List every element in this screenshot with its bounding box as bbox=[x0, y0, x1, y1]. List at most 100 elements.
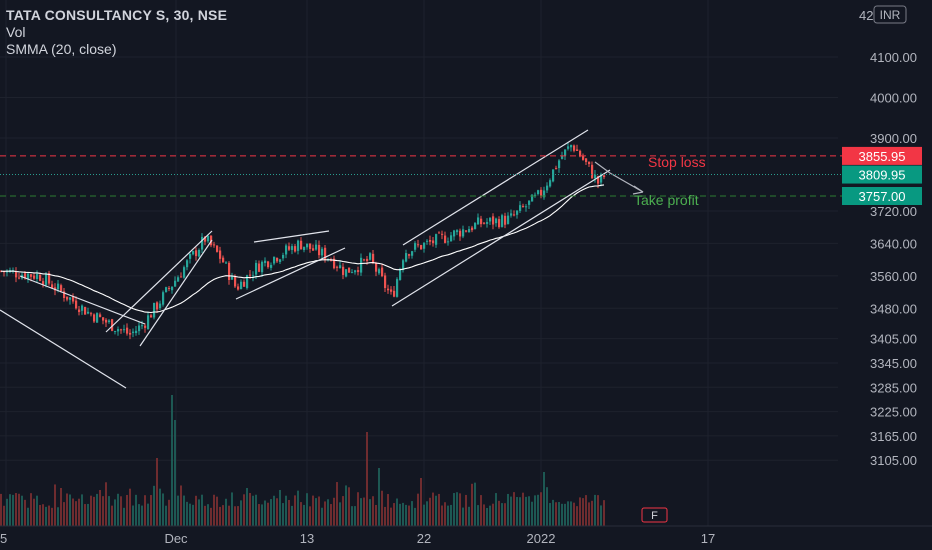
volume-bar bbox=[414, 507, 416, 526]
volume-bar bbox=[198, 499, 200, 526]
candle-body bbox=[51, 284, 54, 289]
candle-body bbox=[504, 215, 507, 225]
candle-body bbox=[105, 319, 108, 323]
candle-body bbox=[102, 317, 105, 321]
candle-body bbox=[483, 222, 486, 224]
candle-body bbox=[69, 297, 72, 300]
candle-body bbox=[465, 230, 468, 232]
volume-indicator-label[interactable]: Vol bbox=[6, 24, 26, 40]
volume-bar bbox=[51, 507, 53, 526]
volume-bar bbox=[105, 482, 107, 526]
candle-body bbox=[543, 190, 546, 198]
volume-bar bbox=[552, 499, 554, 526]
volume-bar bbox=[144, 495, 146, 526]
smma-indicator-label[interactable]: SMMA (20, close) bbox=[6, 41, 117, 57]
take-profit-price-tag-label: 3757.00 bbox=[859, 189, 906, 204]
volume-bar bbox=[27, 507, 29, 526]
volume-bar bbox=[555, 502, 557, 526]
volume-bar bbox=[15, 493, 17, 526]
volume-bar bbox=[174, 420, 176, 526]
volume-bar bbox=[315, 498, 317, 526]
event-marker-label: F bbox=[651, 510, 658, 522]
volume-bar bbox=[375, 504, 377, 526]
candle-body bbox=[531, 194, 534, 202]
volume-bar bbox=[102, 496, 104, 526]
volume-bar bbox=[69, 494, 71, 526]
candle-body bbox=[537, 190, 540, 194]
candle-body bbox=[120, 329, 123, 331]
volume-bar bbox=[117, 493, 119, 526]
candle-body bbox=[294, 246, 297, 252]
volume-bar bbox=[564, 503, 566, 526]
volume-bar bbox=[462, 507, 464, 526]
candle-body bbox=[573, 145, 576, 151]
volume-bar bbox=[471, 483, 473, 526]
candle-body bbox=[204, 236, 207, 242]
candle-body bbox=[96, 313, 99, 323]
candle-body bbox=[81, 305, 84, 311]
candle-body bbox=[522, 205, 525, 207]
volume-bar bbox=[363, 497, 365, 526]
candle-body bbox=[303, 246, 306, 251]
candle-body bbox=[378, 269, 381, 274]
candle-body bbox=[27, 273, 30, 280]
volume-bar bbox=[231, 492, 233, 526]
volume-bar bbox=[201, 494, 203, 526]
candle-body bbox=[279, 259, 282, 262]
candle-body bbox=[45, 274, 48, 285]
volume-bar bbox=[261, 504, 263, 526]
volume-bar bbox=[366, 432, 368, 526]
volume-bar bbox=[576, 506, 578, 526]
candle-body bbox=[312, 248, 315, 251]
candle-body bbox=[15, 271, 18, 278]
volume-bar bbox=[300, 502, 302, 526]
candle-body bbox=[249, 274, 252, 276]
volume-bar bbox=[204, 505, 206, 526]
volume-bar bbox=[408, 505, 410, 526]
volume-bar bbox=[435, 495, 437, 526]
volume-bar bbox=[21, 495, 23, 526]
candle-body bbox=[528, 200, 531, 205]
volume-bar bbox=[18, 493, 20, 526]
volume-bar bbox=[477, 505, 479, 526]
candle-body bbox=[108, 320, 111, 323]
candle-body bbox=[30, 274, 33, 277]
candle-body bbox=[138, 325, 141, 332]
volume-bar bbox=[213, 494, 215, 526]
candle-body bbox=[198, 249, 201, 257]
candle-body bbox=[342, 266, 345, 275]
volume-bar bbox=[180, 485, 182, 526]
volume-bar bbox=[72, 498, 74, 526]
time-axis[interactable]: 5 Dec 13 22 2022 17 bbox=[0, 525, 932, 546]
volume-bar bbox=[12, 494, 14, 526]
candle-body bbox=[402, 260, 405, 271]
candle-body bbox=[603, 175, 606, 178]
price-axis-label: 3165.00 bbox=[870, 429, 917, 444]
volume-bar bbox=[123, 507, 125, 526]
symbol-title[interactable]: TATA CONSULTANCY S, 30, NSE bbox=[6, 7, 228, 23]
earnings-event-marker[interactable] bbox=[641, 507, 668, 523]
price-axis-label: 4000.00 bbox=[870, 91, 917, 106]
candle-body bbox=[513, 214, 516, 216]
volume-bar bbox=[441, 505, 443, 526]
trendline-drawings[interactable] bbox=[0, 129, 644, 389]
candle-body bbox=[600, 174, 603, 183]
candle-body bbox=[492, 216, 495, 225]
candle-body bbox=[405, 253, 408, 262]
take-profit-price-tag bbox=[842, 187, 922, 206]
volume-bar bbox=[120, 496, 122, 526]
volume-bar bbox=[411, 501, 413, 526]
volume-bar bbox=[309, 506, 311, 526]
volume-bar bbox=[138, 504, 140, 526]
volume-bar bbox=[264, 500, 266, 526]
candle-body bbox=[474, 223, 477, 229]
price-axis[interactable]: 4100.00 4000.00 3900.00 3720.00 3640.00 3560.… bbox=[842, 0, 932, 550]
currency-badge[interactable] bbox=[873, 5, 907, 24]
volume-bar bbox=[438, 493, 440, 526]
volume-bar bbox=[54, 484, 56, 526]
volume-bar bbox=[357, 492, 359, 526]
volume-bar bbox=[306, 493, 308, 526]
stop-loss-price-tag bbox=[842, 146, 922, 165]
volume-bar bbox=[273, 495, 275, 526]
